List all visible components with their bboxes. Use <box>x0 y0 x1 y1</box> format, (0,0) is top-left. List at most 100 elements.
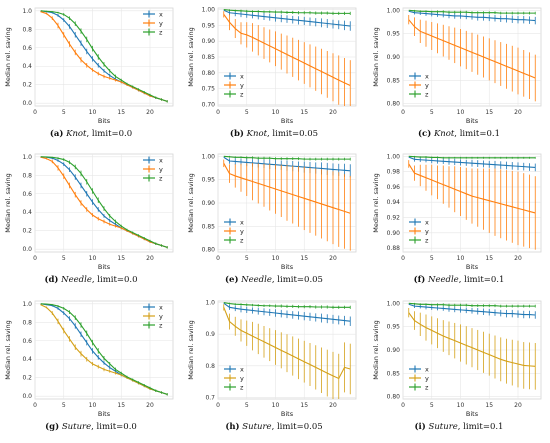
x-tick-label: 15 <box>485 402 493 409</box>
caption-tag: (i) <box>414 422 426 432</box>
y-tick-label: 0.94 <box>387 199 401 206</box>
legend-label-z: z <box>425 383 429 391</box>
y-tick-label: 0.8 <box>22 26 32 33</box>
y-tick-label: 0.2 <box>22 82 32 89</box>
y-tick-label: 0.80 <box>387 394 401 401</box>
y-tick-label: 0.90 <box>202 38 216 45</box>
series-z <box>223 9 351 15</box>
series-line-z <box>40 303 168 395</box>
caption-tag: (d) <box>44 275 59 285</box>
x-tick-label: 0 <box>401 109 405 116</box>
legend-label-z: z <box>425 90 429 98</box>
legend-label-y: y <box>159 19 163 27</box>
x-tick-label: 20 <box>514 402 522 409</box>
x-tick-label: 15 <box>300 402 308 409</box>
y-tick-label: 0.92 <box>387 215 401 222</box>
caption-rest: , limit=0.05 <box>271 422 323 432</box>
y-axis-label: Median rel. saving <box>372 27 380 86</box>
caption-name: Needle <box>241 275 272 285</box>
legend-label-y: y <box>240 227 244 235</box>
x-tick-label: 0 <box>216 109 220 116</box>
caption-b: (b) Knot, limit=0.05 <box>185 129 363 139</box>
y-tick-label: 0.0 <box>22 100 32 107</box>
caption-tag: (f) <box>413 275 426 285</box>
caption-rest: , limit=0.1 <box>457 422 504 432</box>
series-line-y <box>223 13 351 86</box>
y-tick-label: 0.95 <box>202 22 216 29</box>
y-tick-label: 0.85 <box>202 54 216 61</box>
x-tick-label: 15 <box>300 255 308 262</box>
x-tick-label: 5 <box>245 402 249 409</box>
x-tick-label: 20 <box>329 109 337 116</box>
series-line-y <box>408 19 536 79</box>
legend: xyz <box>143 10 163 36</box>
legend: xyz <box>409 72 429 98</box>
y-tick-label: 0.95 <box>387 31 401 38</box>
x-tick-label: 5 <box>62 109 66 116</box>
y-tick-label: 0.75 <box>202 86 216 93</box>
x-tick-label: 20 <box>146 402 154 409</box>
legend-label-y: y <box>425 227 429 235</box>
x-tick-label: 5 <box>245 255 249 262</box>
legend-label-x: x <box>159 303 163 311</box>
x-tick-label: 10 <box>272 402 280 409</box>
x-axis-label: Bits <box>281 263 294 271</box>
y-tick-label: 0.85 <box>202 223 216 230</box>
y-axis-label: Median rel. saving <box>187 320 195 379</box>
legend: xyz <box>224 218 244 244</box>
caption-name: Knot <box>66 129 87 139</box>
chart-panel-g: 0.0 0.2 0.4 0.6 0.8 1.0 0 5 10 15 20 Bits Median rel… <box>2 295 180 437</box>
series-x <box>223 9 351 31</box>
legend-label-x: x <box>240 72 244 80</box>
x-axis-label: Bits <box>98 410 111 418</box>
x-tick-label: 20 <box>146 109 154 116</box>
series-line-y <box>40 156 168 248</box>
y-axis-label: Median rel. saving <box>372 173 380 232</box>
y-tick-label: 0.70 <box>202 101 216 108</box>
legend-label-z: z <box>240 90 244 98</box>
y-tick-label: 1.0 <box>205 300 215 307</box>
y-tick-label: 0.98 <box>387 169 401 176</box>
y-tick-label: 0.85 <box>387 370 401 377</box>
caption-tag: (b) <box>229 129 244 139</box>
series-x <box>408 303 536 319</box>
caption-e: (e) Needle, limit=0.05 <box>185 275 363 285</box>
y-tick-label: 1.00 <box>202 153 216 160</box>
legend-label-y: y <box>240 374 244 382</box>
x-tick-label: 10 <box>272 109 280 116</box>
x-tick-label: 0 <box>33 402 37 409</box>
y-tick-label: 0.6 <box>22 191 32 198</box>
y-tick-label: 0.9 <box>205 331 215 338</box>
chart-svg-i: 0.80 0.85 0.90 0.95 1.00 0 5 10 15 20 Bits Median r… <box>372 300 542 418</box>
chart-panel-e: 0.80 0.85 0.90 0.95 1.00 0 5 10 15 20 Bits Median r… <box>185 148 363 290</box>
series-y <box>408 15 536 102</box>
chart-svg-b: 0.70 0.75 0.80 0.85 0.90 0.95 1.00 0 5 10 15 20 Bits… <box>187 7 357 125</box>
series-line-z <box>408 9 536 14</box>
series-y <box>408 160 536 250</box>
x-tick-label: 20 <box>146 255 154 262</box>
legend: xyz <box>143 156 163 182</box>
legend: xyz <box>224 72 244 98</box>
caption-name: Needle <box>61 275 92 285</box>
series-z <box>40 303 168 396</box>
series-y <box>223 159 351 251</box>
x-tick-label: 5 <box>62 402 66 409</box>
series-line-z <box>223 155 351 160</box>
caption-rest: , limit=0.1 <box>458 275 505 285</box>
series-line-z <box>408 155 536 159</box>
x-tick-label: 10 <box>457 255 465 262</box>
chart-panel-h: 0.7 0.8 0.9 1.0 0 5 10 15 20 Bits Median rel. savi… <box>185 295 363 437</box>
x-tick-label: 15 <box>300 109 308 116</box>
x-tick-label: 0 <box>33 255 37 262</box>
caption-name: Knot <box>246 129 267 139</box>
legend-label-x: x <box>425 365 429 373</box>
caption-rest: , limit=0.05 <box>266 129 319 139</box>
y-axis-label: Median rel. saving <box>4 27 12 86</box>
series-z <box>223 302 351 309</box>
caption-name: Needle <box>428 275 459 285</box>
series-z <box>408 155 536 159</box>
series-y <box>223 304 351 399</box>
x-tick-label: 5 <box>62 255 66 262</box>
caption-rest: , limit=0.05 <box>271 275 323 285</box>
